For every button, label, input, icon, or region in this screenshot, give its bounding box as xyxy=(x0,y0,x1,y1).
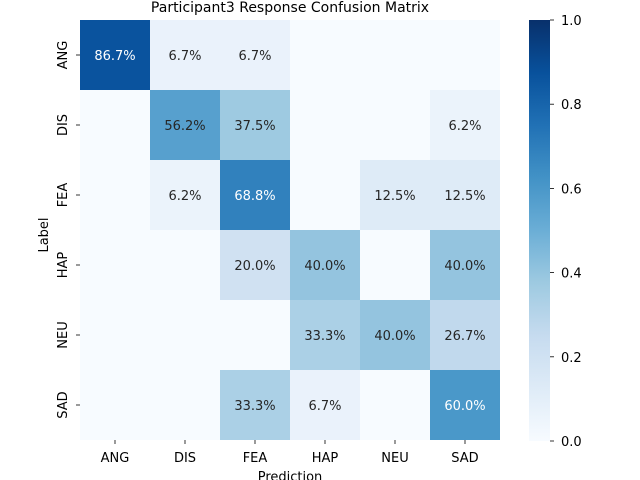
y-tick-label: NEU xyxy=(56,321,71,348)
x-tick-label: FEA xyxy=(243,451,268,466)
heatmap-cell xyxy=(150,20,220,90)
heatmap-cell xyxy=(220,370,290,440)
heatmap-cell xyxy=(80,20,150,90)
heatmap-cell xyxy=(220,300,290,370)
cell-value-label: 37.5% xyxy=(234,119,275,134)
heatmap-cell xyxy=(430,90,500,160)
cell-value-label: 40.0% xyxy=(304,259,345,274)
heatmap-cell xyxy=(150,300,220,370)
cell-value-label: 60.0% xyxy=(444,399,485,414)
colorbar-tick-label: 0.0 xyxy=(561,435,582,450)
x-tick-label: ANG xyxy=(101,451,130,466)
heatmap-cell xyxy=(290,300,360,370)
y-tick-label: HAP xyxy=(56,252,71,279)
y-tick-label: DIS xyxy=(56,114,71,136)
cell-value-label: 40.0% xyxy=(444,259,485,274)
cell-value-label: 68.8% xyxy=(234,189,275,204)
cell-value-label: 6.7% xyxy=(238,49,271,64)
heatmap-cell xyxy=(290,20,360,90)
heatmap-cell xyxy=(430,370,500,440)
heatmap-cell xyxy=(220,90,290,160)
y-axis-ticks: ANG DIS FEA HAP NEU SAD xyxy=(56,41,80,419)
colorbar xyxy=(529,20,550,441)
heatmap-cell xyxy=(360,230,430,300)
heatmap-cell xyxy=(360,90,430,160)
y-axis-label: Label xyxy=(37,217,52,252)
y-tick-label: ANG xyxy=(56,41,71,70)
colorbar-tick-label: 0.8 xyxy=(561,98,582,113)
heatmap-cell xyxy=(80,160,150,230)
colorbar-tick-label: 0.6 xyxy=(561,182,582,197)
x-tick-label: SAD xyxy=(451,451,478,466)
heatmap-cell xyxy=(150,160,220,230)
heatmap-cell xyxy=(430,230,500,300)
cell-value-label: 12.5% xyxy=(444,189,485,204)
x-tick-label: DIS xyxy=(174,451,196,466)
cell-value-label: 20.0% xyxy=(234,259,275,274)
cell-value-label: 33.3% xyxy=(304,329,345,344)
heatmap-cell xyxy=(430,300,500,370)
heatmap-cell xyxy=(80,300,150,370)
heatmap-cell xyxy=(290,370,360,440)
cell-value-label: 6.2% xyxy=(448,119,481,134)
x-axis-ticks: ANG DIS FEA HAP NEU SAD xyxy=(101,440,479,466)
heatmap-cell xyxy=(80,90,150,160)
heatmap-cell xyxy=(220,160,290,230)
heatmap-cell xyxy=(290,160,360,230)
heatmap-cell xyxy=(360,300,430,370)
heatmap-cell xyxy=(220,20,290,90)
heatmap-cell xyxy=(430,20,500,90)
heatmap-cell xyxy=(220,230,290,300)
x-axis-label: Prediction xyxy=(258,470,323,480)
chart-title: Participant3 Response Confusion Matrix xyxy=(151,0,429,16)
cell-value-label: 56.2% xyxy=(164,119,205,134)
x-tick-label: HAP xyxy=(312,451,339,466)
heatmap-cell xyxy=(430,160,500,230)
heatmap-cell-labels: 86.7% 6.7% 6.7% 56.2% 37.5% 6.2% 6.2% 68.8% 12.5… xyxy=(94,49,485,414)
cell-value-label: 6.2% xyxy=(168,189,201,204)
cell-value-label: 86.7% xyxy=(94,49,135,64)
heatmap-cell xyxy=(360,160,430,230)
cell-value-label: 33.3% xyxy=(234,399,275,414)
cell-value-label: 26.7% xyxy=(444,329,485,344)
heatmap-cell xyxy=(290,90,360,160)
cell-value-label: 12.5% xyxy=(374,189,415,204)
cell-value-label: 40.0% xyxy=(374,329,415,344)
heatmap-cell xyxy=(80,370,150,440)
colorbar-ticks: 0.0 0.2 0.4 0.6 0.8 1.0 xyxy=(550,14,582,450)
colorbar-tick-label: 0.4 xyxy=(561,267,582,282)
cell-value-label: 6.7% xyxy=(168,49,201,64)
heatmap-cell xyxy=(80,230,150,300)
y-tick-label: SAD xyxy=(56,391,71,418)
y-tick-label: FEA xyxy=(56,183,71,208)
heatmap-cell xyxy=(150,90,220,160)
heatmap-cell xyxy=(360,370,430,440)
heatmap-cell xyxy=(360,20,430,90)
colorbar-tick-label: 0.2 xyxy=(561,351,582,366)
cell-value-label: 6.7% xyxy=(308,399,341,414)
heatmap-cell xyxy=(290,230,360,300)
heatmap-cells xyxy=(80,20,500,440)
heatmap-cell xyxy=(150,230,220,300)
heatmap-cell xyxy=(150,370,220,440)
colorbar-tick-label: 1.0 xyxy=(561,14,582,29)
x-tick-label: NEU xyxy=(381,451,408,466)
